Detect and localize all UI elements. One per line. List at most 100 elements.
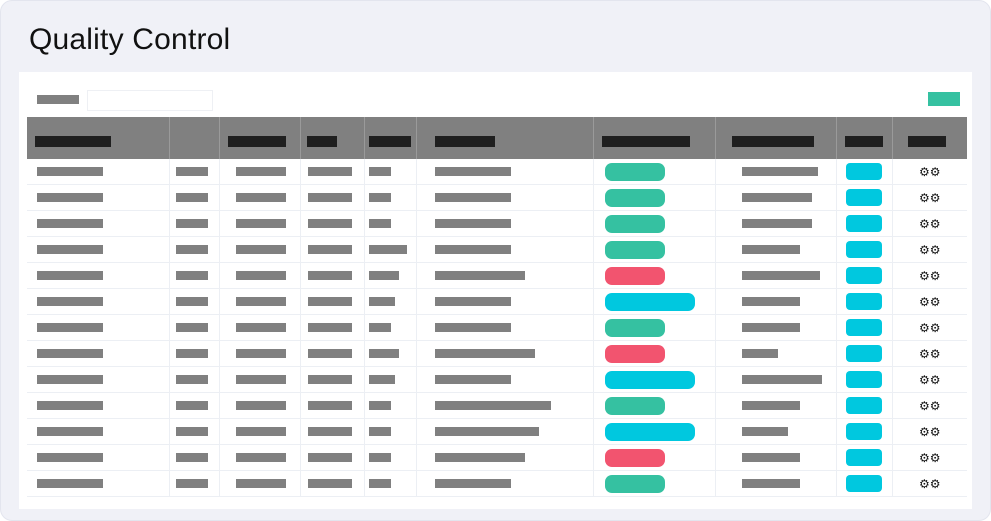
cell-value bbox=[741, 219, 812, 228]
table-row[interactable]: ⚙⚙ bbox=[27, 236, 967, 263]
status-pill bbox=[604, 318, 665, 337]
open-button[interactable] bbox=[845, 215, 882, 232]
cell-value bbox=[741, 479, 800, 488]
table-panel: ⚙⚙ ⚙⚙ ⚙⚙ ⚙⚙ ⚙⚙ ⚙⚙ ⚙⚙ ⚙⚙ ⚙⚙ ⚙⚙ ⚙⚙ ⚙⚙ ⚙⚙ bbox=[19, 72, 972, 509]
column-header[interactable] bbox=[593, 117, 716, 159]
table-row[interactable]: ⚙⚙ bbox=[27, 288, 967, 315]
cell-value bbox=[434, 271, 525, 280]
cell-value bbox=[434, 375, 511, 384]
open-button[interactable] bbox=[845, 267, 882, 284]
cell-value bbox=[37, 297, 103, 306]
cell-value bbox=[37, 323, 103, 332]
cell-value bbox=[37, 427, 103, 436]
cell-value bbox=[37, 193, 103, 202]
cell-value bbox=[307, 167, 352, 176]
open-button[interactable] bbox=[845, 319, 882, 336]
cell-value bbox=[368, 453, 391, 462]
status-pill bbox=[604, 396, 665, 415]
table-row[interactable]: ⚙⚙ bbox=[27, 159, 967, 185]
cell-value bbox=[368, 193, 391, 202]
search-input[interactable] bbox=[87, 90, 213, 111]
settings-gears-icon[interactable]: ⚙⚙ bbox=[918, 450, 941, 465]
cell-value bbox=[307, 479, 352, 488]
settings-gears-icon[interactable]: ⚙⚙ bbox=[918, 346, 941, 361]
column-header[interactable] bbox=[27, 117, 170, 159]
settings-gears-icon[interactable]: ⚙⚙ bbox=[918, 216, 941, 231]
open-button[interactable] bbox=[845, 397, 882, 414]
cell-value bbox=[235, 271, 286, 280]
cell-value bbox=[175, 349, 208, 358]
search-label bbox=[37, 95, 79, 104]
cell-value bbox=[235, 193, 286, 202]
open-button[interactable] bbox=[845, 423, 882, 440]
cell-value bbox=[37, 167, 103, 176]
settings-gears-icon[interactable]: ⚙⚙ bbox=[918, 320, 941, 335]
settings-gears-icon[interactable]: ⚙⚙ bbox=[918, 398, 941, 413]
table-row[interactable]: ⚙⚙ bbox=[27, 366, 967, 393]
cell-value bbox=[235, 167, 286, 176]
cell-value bbox=[175, 453, 208, 462]
cell-value bbox=[175, 375, 208, 384]
column-header[interactable] bbox=[300, 117, 365, 159]
cell-value bbox=[368, 167, 391, 176]
cell-value bbox=[368, 297, 395, 306]
cell-value bbox=[235, 297, 286, 306]
table-header-row bbox=[27, 117, 967, 159]
cell-value bbox=[434, 349, 535, 358]
column-header[interactable] bbox=[219, 117, 301, 159]
status-pill bbox=[604, 240, 665, 259]
column-header[interactable] bbox=[892, 117, 967, 159]
settings-gears-icon[interactable]: ⚙⚙ bbox=[918, 424, 941, 439]
cell-value bbox=[368, 375, 395, 384]
table-row[interactable]: ⚙⚙ bbox=[27, 470, 967, 497]
cell-value bbox=[37, 401, 103, 410]
column-header[interactable] bbox=[836, 117, 893, 159]
column-header[interactable] bbox=[715, 117, 837, 159]
cell-value bbox=[307, 453, 352, 462]
settings-gears-icon[interactable]: ⚙⚙ bbox=[918, 242, 941, 257]
open-button[interactable] bbox=[845, 241, 882, 258]
table-row[interactable]: ⚙⚙ bbox=[27, 184, 967, 211]
cell-value bbox=[307, 349, 352, 358]
cell-value bbox=[741, 349, 778, 358]
column-header[interactable] bbox=[169, 117, 220, 159]
settings-gears-icon[interactable]: ⚙⚙ bbox=[918, 164, 941, 179]
cell-value bbox=[175, 219, 208, 228]
data-table: ⚙⚙ ⚙⚙ ⚙⚙ ⚙⚙ ⚙⚙ ⚙⚙ ⚙⚙ ⚙⚙ ⚙⚙ ⚙⚙ ⚙⚙ ⚙⚙ ⚙⚙ bbox=[27, 117, 967, 497]
settings-gears-icon[interactable]: ⚙⚙ bbox=[918, 190, 941, 205]
cell-value bbox=[434, 245, 511, 254]
column-header[interactable] bbox=[364, 117, 417, 159]
table-row[interactable]: ⚙⚙ bbox=[27, 340, 967, 367]
status-pill bbox=[604, 370, 695, 389]
open-button[interactable] bbox=[845, 163, 882, 180]
open-button[interactable] bbox=[845, 475, 882, 492]
settings-gears-icon[interactable]: ⚙⚙ bbox=[918, 294, 941, 309]
cell-value bbox=[434, 323, 511, 332]
table-row[interactable]: ⚙⚙ bbox=[27, 418, 967, 445]
table-row[interactable]: ⚙⚙ bbox=[27, 262, 967, 289]
cell-value bbox=[434, 167, 511, 176]
cell-value bbox=[741, 271, 820, 280]
settings-gears-icon[interactable]: ⚙⚙ bbox=[918, 268, 941, 283]
cell-value bbox=[307, 219, 352, 228]
cell-value bbox=[37, 375, 103, 384]
open-button[interactable] bbox=[845, 189, 882, 206]
cell-value bbox=[368, 479, 391, 488]
cell-value bbox=[37, 453, 103, 462]
open-button[interactable] bbox=[845, 345, 882, 362]
table-row[interactable]: ⚙⚙ bbox=[27, 392, 967, 419]
cell-value bbox=[235, 219, 286, 228]
table-row[interactable]: ⚙⚙ bbox=[27, 210, 967, 237]
add-button[interactable] bbox=[928, 92, 960, 106]
status-pill bbox=[604, 474, 665, 493]
open-button[interactable] bbox=[845, 449, 882, 466]
open-button[interactable] bbox=[845, 293, 882, 310]
column-header[interactable] bbox=[416, 117, 594, 159]
cell-value bbox=[434, 427, 539, 436]
table-row[interactable]: ⚙⚙ bbox=[27, 314, 967, 341]
table-row[interactable]: ⚙⚙ bbox=[27, 444, 967, 471]
settings-gears-icon[interactable]: ⚙⚙ bbox=[918, 372, 941, 387]
settings-gears-icon[interactable]: ⚙⚙ bbox=[918, 476, 941, 491]
open-button[interactable] bbox=[845, 371, 882, 388]
cell-value bbox=[307, 323, 352, 332]
